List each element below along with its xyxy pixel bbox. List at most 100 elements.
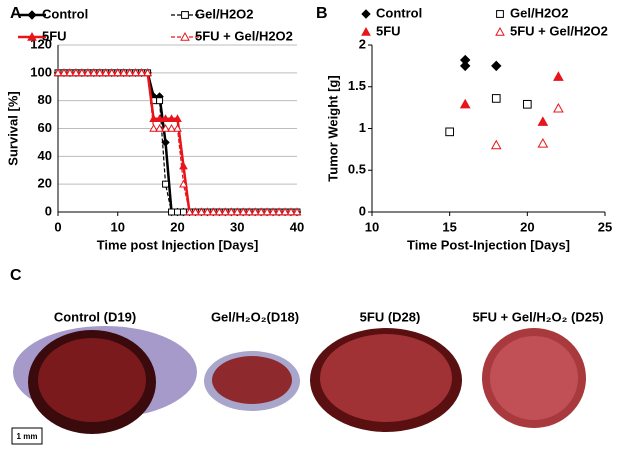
x-tick-label: 30 <box>230 219 244 234</box>
legend-marker <box>361 9 371 19</box>
tissue-images <box>13 326 586 434</box>
marker <box>220 207 230 216</box>
marker <box>162 180 170 188</box>
series-line <box>58 71 297 214</box>
legend-marker <box>496 10 504 18</box>
marker <box>523 99 532 109</box>
marker <box>155 114 164 123</box>
legend-marker <box>495 26 505 36</box>
marker <box>71 68 81 77</box>
marker <box>553 102 564 113</box>
marker <box>119 68 129 77</box>
marker <box>491 60 502 72</box>
marker <box>89 68 99 77</box>
marker <box>167 114 176 123</box>
x-tick-label: 10 <box>365 219 379 234</box>
marker <box>553 71 564 81</box>
marker <box>262 207 272 216</box>
x-tick-label: 10 <box>111 219 125 234</box>
marker <box>459 98 471 109</box>
marker <box>168 208 176 216</box>
marker <box>131 68 141 77</box>
x-axis-label: Time Post-Injection [Days] <box>407 237 570 252</box>
marker <box>286 207 296 216</box>
y-tick-label: 2 <box>359 36 366 51</box>
marker <box>537 116 549 126</box>
marker <box>250 207 260 216</box>
y-tick-label: 20 <box>38 176 52 191</box>
marker <box>280 207 290 216</box>
marker <box>137 68 146 77</box>
y-tick-label: 0 <box>45 203 52 218</box>
marker <box>244 207 254 216</box>
y-tick-label: 40 <box>38 148 52 163</box>
legend-label: Control <box>376 5 422 20</box>
legend-label: 5FU <box>42 28 67 43</box>
marker <box>59 68 69 77</box>
marker <box>174 208 181 216</box>
marker <box>191 207 200 216</box>
legend-label: Control <box>42 6 88 21</box>
legend-marker <box>27 10 37 20</box>
y-tick-label: 100 <box>30 64 52 79</box>
legend-marker <box>180 31 190 41</box>
y-tick-label: 80 <box>38 92 52 107</box>
marker <box>209 207 218 216</box>
marker <box>292 207 302 216</box>
marker <box>197 207 206 216</box>
marker <box>537 138 549 148</box>
marker <box>203 207 212 216</box>
legend-label: Gel/H2O2 <box>510 5 569 20</box>
marker <box>107 68 117 77</box>
marker <box>143 68 152 77</box>
legend-label: 5FU <box>376 23 401 38</box>
series-line <box>58 72 297 213</box>
y-tick-label: 1.5 <box>348 78 366 93</box>
marker <box>445 127 454 137</box>
legend-label: 5FU + Gel/H2O2 <box>510 23 608 38</box>
marker <box>490 139 502 150</box>
panel-label: C <box>10 267 22 284</box>
scale-bar <box>11 427 43 445</box>
marker <box>256 207 266 216</box>
marker <box>180 208 187 216</box>
marker <box>179 179 188 188</box>
legend-marker <box>361 26 371 36</box>
marker <box>65 68 75 77</box>
y-tick-label: 0 <box>359 203 366 218</box>
marker <box>238 207 248 216</box>
x-axis-label: Time post Injection [Days] <box>97 237 259 252</box>
marker <box>268 207 278 216</box>
marker <box>173 114 182 123</box>
marker <box>149 114 158 123</box>
y-axis-label: Survival [%] <box>5 91 20 165</box>
marker <box>155 123 164 132</box>
marker <box>274 207 284 216</box>
y-tick-label: 60 <box>38 120 52 135</box>
y-axis-label: Tumor Weight [g] <box>325 75 340 181</box>
panel-label: A <box>10 5 22 22</box>
marker <box>53 68 63 77</box>
marker <box>161 123 170 132</box>
marker <box>95 68 105 77</box>
image-caption: Control (D19) <box>54 309 136 324</box>
marker <box>173 123 182 132</box>
x-tick-label: 20 <box>170 219 184 234</box>
marker <box>83 68 93 77</box>
marker <box>77 68 87 77</box>
y-tick-label: 1 <box>359 120 366 135</box>
panel-label: B <box>316 5 328 22</box>
marker <box>161 138 170 147</box>
x-tick-label: 25 <box>598 219 612 234</box>
marker <box>185 207 194 216</box>
marker <box>156 97 164 105</box>
scale-bar-label: 1 mm <box>17 432 38 441</box>
image-caption: 5FU (D28) <box>360 309 421 324</box>
x-tick-label: 15 <box>442 219 456 234</box>
marker <box>459 60 471 72</box>
legend-label: Gel/H2O2 <box>195 6 254 21</box>
x-tick-label: 40 <box>290 219 304 234</box>
marker <box>232 207 242 216</box>
series-line <box>58 71 297 214</box>
